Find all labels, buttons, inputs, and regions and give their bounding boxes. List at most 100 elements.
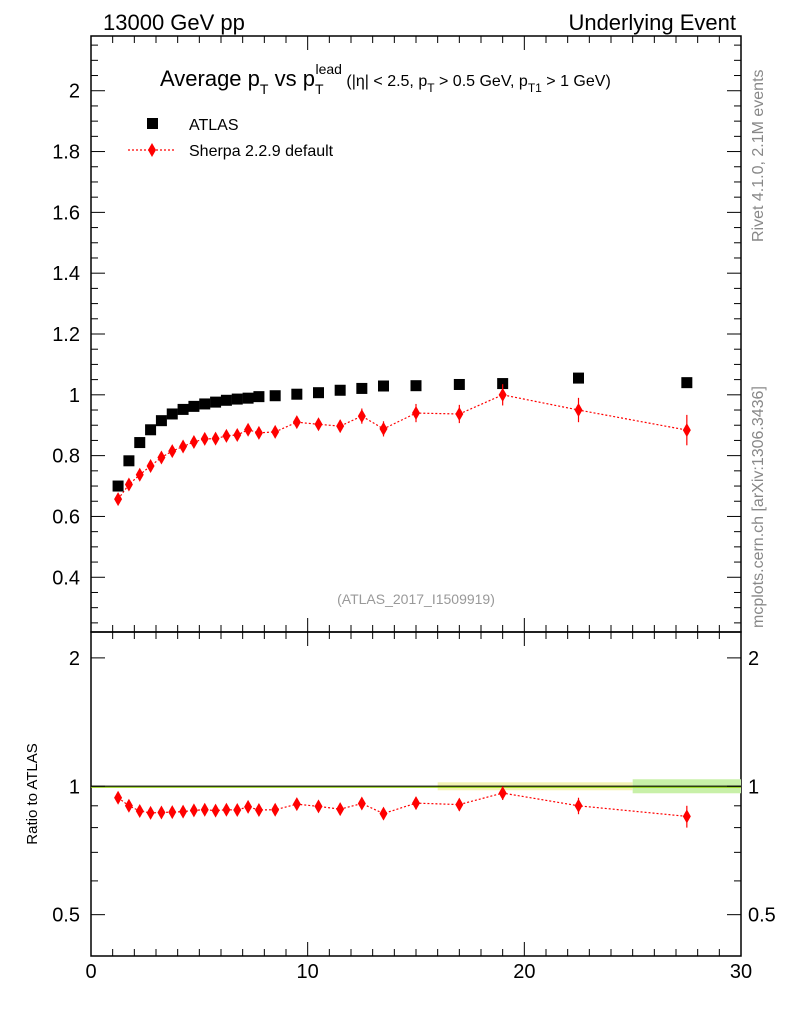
x-tick-label: 0 (85, 961, 96, 983)
ratio-point (357, 796, 366, 811)
ratio-point (244, 799, 253, 814)
x-tick-label: 30 (730, 961, 752, 983)
sherpa-point (211, 431, 220, 446)
atlas-point (145, 424, 157, 436)
y-tick-label: 1.2 (52, 324, 80, 346)
atlas-point (313, 387, 324, 399)
sherpa-line (117, 394, 687, 500)
sherpa-point (412, 406, 420, 421)
sherpa-point (179, 439, 188, 454)
atlas-point (497, 378, 509, 390)
sherpa-point (336, 419, 345, 434)
sherpa-point (244, 422, 253, 437)
ratio-point (292, 797, 301, 812)
sherpa-point (271, 424, 280, 439)
sherpa-point (168, 444, 177, 459)
ratio-point (682, 809, 691, 824)
atlas-point (210, 396, 222, 408)
atlas-point (220, 394, 232, 406)
ratio-point (314, 799, 323, 814)
y-tick-label: 0.6 (52, 506, 80, 528)
atlas-point (334, 384, 346, 396)
atlas-point (453, 378, 465, 390)
ratio-point (179, 804, 188, 819)
atlas-point (177, 403, 189, 415)
atlas-point (681, 377, 693, 389)
sherpa-point (146, 458, 155, 473)
sherpa-point (233, 427, 242, 442)
atlas-point (573, 372, 584, 384)
sherpa-point (498, 387, 507, 402)
legend-sherpa-marker (148, 143, 156, 157)
ratio-point (455, 797, 464, 812)
sherpa-point (157, 450, 166, 465)
ratio-point (168, 805, 177, 820)
sherpa-point (682, 423, 691, 438)
atlas-point (123, 455, 135, 467)
legend-atlas-label: ATLAS (189, 117, 239, 134)
ratio-point (114, 790, 123, 805)
ratio-ylabel: Ratio to ATLAS (24, 743, 41, 844)
chart-title: Average pT vs pTlead (|η| < 2.5, pT > 0.… (160, 61, 611, 97)
sherpa-point (124, 477, 133, 492)
ratio-panel-frame (90, 631, 742, 957)
sherpa-point (379, 421, 388, 436)
atlas-point (291, 388, 303, 400)
rivet-label: Rivet 4.1.0, 2.1M events (750, 69, 767, 242)
x-tick-label: 20 (513, 961, 535, 983)
analysis-id: (ATLAS_2017_I1509919) (337, 591, 495, 607)
ratio-point (574, 798, 583, 813)
y-tick-label: 2 (69, 81, 80, 103)
sherpa-point (292, 415, 301, 430)
ratio-point (498, 786, 507, 801)
ratio-y-tick-label-right: 2 (748, 648, 759, 670)
sherpa-point (200, 431, 209, 446)
y-tick-label: 1.6 (52, 202, 80, 224)
ratio-point (200, 802, 209, 817)
sherpa-point (189, 434, 198, 449)
y-tick-label: 1.8 (52, 142, 80, 164)
mcplots-label: mcplots.cern.ch [arXiv:1306.3436] (750, 386, 767, 628)
ratio-point (135, 804, 144, 819)
ratio-point (146, 805, 155, 820)
ratio-point (189, 803, 198, 818)
ratio-y-tick-label-right: 1 (748, 776, 759, 798)
ratio-point (233, 802, 242, 817)
ratio-y-tick-label: 1 (69, 776, 80, 798)
atlas-point (253, 391, 265, 403)
sherpa-point (114, 492, 123, 507)
y-tick-label: 0.8 (52, 446, 80, 468)
header-right: Underlying Event (568, 10, 736, 35)
sherpa-point (357, 409, 366, 424)
y-tick-label: 1.4 (52, 263, 80, 285)
atlas-point (134, 437, 146, 449)
legend-sherpa-label: Sherpa 2.2.9 default (189, 143, 334, 160)
sherpa-point (222, 428, 231, 443)
sherpa-point (574, 403, 583, 418)
atlas-point (155, 415, 167, 427)
ratio-point (222, 802, 231, 817)
atlas-point (231, 393, 243, 405)
ratio-y-tick-label-right: 0.5 (748, 905, 776, 927)
sherpa-point (254, 425, 263, 440)
atlas-point (410, 380, 422, 392)
ratio-point (336, 802, 345, 817)
ratio-point (124, 798, 133, 813)
ratio-point (254, 802, 263, 817)
y-tick-label: 1 (69, 385, 80, 407)
ratio-y-tick-label: 0.5 (52, 905, 80, 927)
ratio-point (271, 802, 280, 817)
atlas-point (166, 408, 178, 420)
atlas-point (112, 480, 124, 492)
atlas-point (356, 382, 368, 394)
header-left: 13000 GeV pp (103, 10, 245, 35)
x-tick-label: 10 (297, 961, 319, 983)
ratio-point (211, 803, 220, 818)
legend-atlas-marker (147, 118, 158, 129)
y-tick-label: 0.4 (52, 567, 80, 589)
atlas-point (269, 390, 281, 402)
ratio-point (379, 806, 388, 821)
atlas-point (199, 398, 211, 410)
ratio-y-tick-label: 2 (69, 648, 80, 670)
